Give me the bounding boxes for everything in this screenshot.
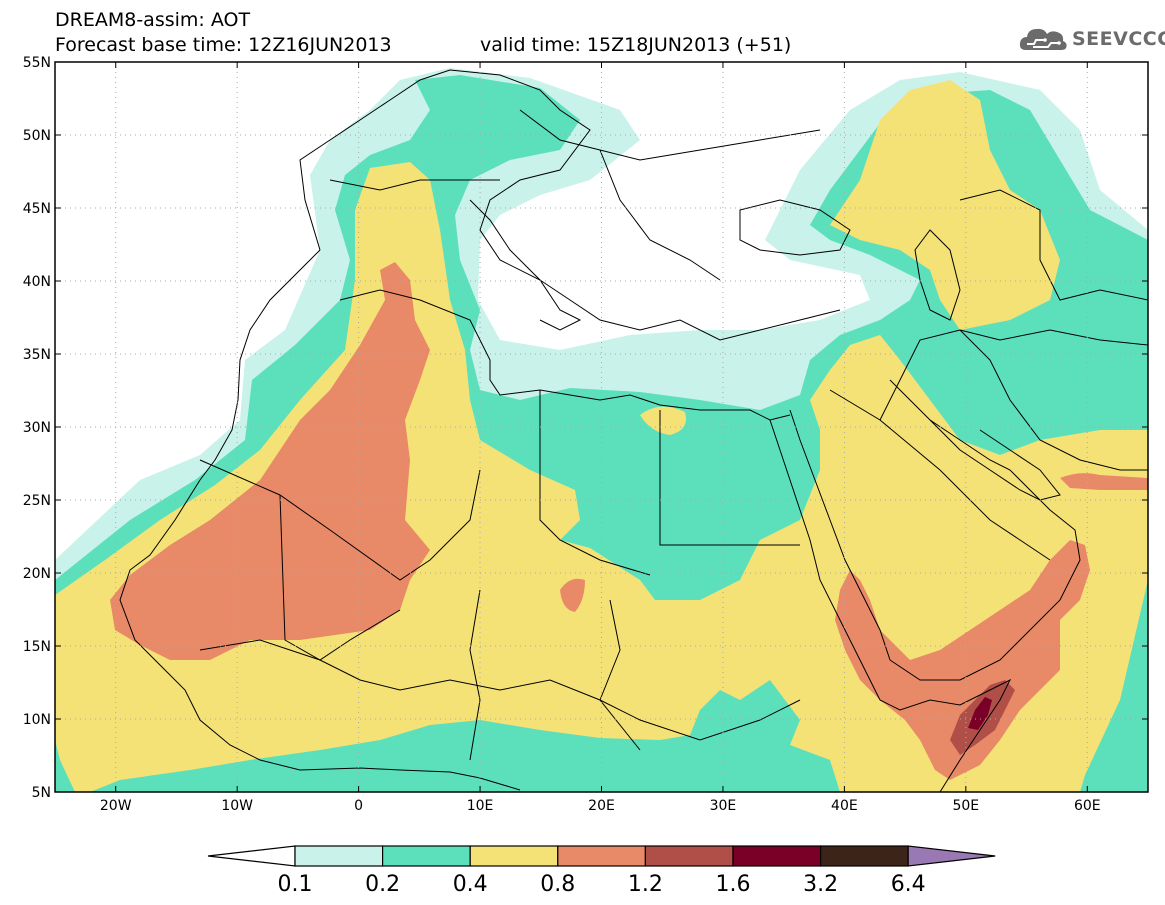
colorbar-label: 0.1: [278, 872, 313, 897]
coastline-arabia: [889, 379, 1081, 681]
lat-tick-label: 10N: [23, 712, 51, 728]
lat-tick-label: 20N: [23, 566, 51, 582]
border-sahel-1: [199, 639, 801, 741]
lat-tick-label: 25N: [23, 493, 51, 509]
colorbar-swatch: [469, 845, 559, 867]
colorbar-label: 1.2: [628, 872, 663, 897]
lon-ticks: 20W 10W 0 10E 20E 30E 40E 50E 60E: [100, 62, 1101, 814]
lon-tick-label: 10E: [467, 798, 494, 814]
map-title: DREAM8-assim: AOT: [55, 9, 251, 31]
seevccc-logo: SEEVCCC: [1018, 24, 1165, 54]
valid-time: valid time: 15Z18JUN2013 (+51): [480, 34, 792, 56]
coastline-europe: [299, 69, 841, 341]
coastline-red-sea-east: [789, 409, 891, 661]
colorbar-swatch: [819, 845, 909, 867]
aot-band-0.8-sahara: [110, 262, 430, 660]
aot-band-0.8-gulf: [1060, 473, 1148, 490]
lat-tick-label: 15N: [23, 639, 51, 655]
lat-tick-label: 30N: [23, 420, 51, 436]
colorbar-label: 3.2: [803, 872, 838, 897]
lon-tick-label: 20E: [588, 798, 615, 814]
lon-tick-label: 30E: [710, 798, 737, 814]
lon-tick-label: 10W: [221, 798, 253, 814]
lat-tick-label: 35N: [23, 347, 51, 363]
colorbar-swatch: [294, 845, 384, 867]
cloud-icon: [1019, 28, 1067, 50]
border-europe-3: [599, 149, 721, 281]
lat-ticks: 55N 50N 45N 40N 35N 30N 25N 20N 15N 10N 5N: [23, 55, 1148, 801]
lat-tick-label: 55N: [23, 55, 51, 71]
coastline-black-sea: [739, 199, 851, 256]
logo-text: SEEVCCC: [1072, 28, 1165, 50]
lat-tick-label: 40N: [23, 274, 51, 290]
colorbar-swatch: [644, 845, 734, 867]
colorbar-swatch: [382, 845, 471, 867]
coastline-caspian: [914, 229, 961, 321]
aot-field: [55, 68, 1148, 792]
border-sahel-2: [469, 589, 481, 761]
boundaries: [119, 69, 1148, 792]
colorbar-label: 0.8: [540, 872, 575, 897]
lon-tick-label: 0: [354, 798, 363, 814]
lat-tick-label: 5N: [32, 785, 51, 801]
lon-tick-label: 50E: [952, 798, 979, 814]
forecast-base-time: Forecast base time: 12Z16JUN2013: [55, 34, 392, 56]
coastline-italy: [469, 199, 582, 331]
coastline-horn: [879, 678, 1012, 792]
colorbar-label: 6.4: [891, 872, 926, 897]
border-europe-2: [519, 109, 821, 161]
colorbar-over-triangle: [907, 845, 996, 867]
colorbar-swatch: [557, 845, 646, 867]
aot-blob-0.8-chad: [560, 578, 585, 612]
aot-band-0.8-arabia: [835, 540, 1090, 780]
lon-tick-label: 40E: [831, 798, 858, 814]
border-central-asia: [959, 189, 1148, 301]
coastline-red-sea-west: [769, 419, 881, 701]
lat-tick-label: 50N: [23, 128, 51, 144]
aot-blob-0.4-libya: [640, 406, 686, 435]
colorbar: 0.1 0.2 0.4 0.8 1.2 1.6 3.2 6.4: [207, 845, 996, 897]
border-arabia-1: [829, 389, 1051, 561]
coastline-west-africa: [119, 249, 521, 791]
lat-tick-label: 45N: [23, 201, 51, 217]
border-sahel-3: [599, 599, 641, 751]
colorbar-label: 1.6: [716, 872, 751, 897]
border-europe-1: [329, 179, 500, 191]
lon-tick-label: 60E: [1074, 798, 1101, 814]
lon-tick-label: 20W: [100, 798, 132, 814]
colorbar-under-triangle: [207, 845, 296, 867]
border-iran: [959, 329, 1148, 471]
colorbar-label: 0.4: [453, 872, 488, 897]
colorbar-swatch: [732, 845, 822, 867]
aot-band-1.6: [968, 697, 992, 730]
gridlines: [55, 62, 1148, 792]
border-sahara-4: [659, 410, 800, 546]
colorbar-label: 0.2: [365, 872, 400, 897]
border-arabia-2: [879, 329, 1148, 421]
border-sahara-3: [539, 390, 651, 576]
